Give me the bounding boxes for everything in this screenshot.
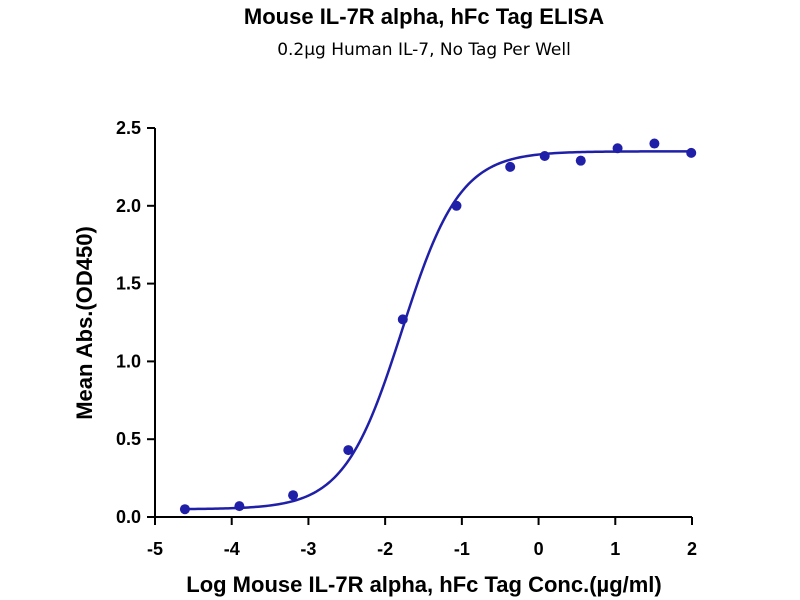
x-tick-label: -4 [224, 539, 240, 559]
data-point [686, 147, 697, 158]
y-tick-label: 1.5 [116, 274, 141, 294]
data-point [575, 155, 586, 166]
x-tick-label: -2 [377, 539, 393, 559]
y-tick-label: 2.0 [116, 196, 141, 216]
data-point [179, 504, 190, 515]
data-point [397, 314, 408, 325]
data-point [234, 501, 245, 512]
x-ticks: -5 -4 -3 -2 -1 0 1 2 [147, 517, 697, 559]
data-point [343, 445, 354, 456]
data-point [505, 161, 516, 172]
x-tick-label: -1 [454, 539, 470, 559]
y-tick-label: 2.5 [116, 118, 141, 138]
data-point [612, 143, 623, 154]
data-point [539, 151, 550, 162]
chart-title: Mouse IL-7R alpha, hFc Tag ELISA [244, 4, 604, 29]
x-tick-label: -5 [147, 539, 163, 559]
data-point [649, 138, 660, 149]
y-axis-label: Mean Abs.(OD450) [72, 226, 97, 420]
fit-curve [184, 150, 692, 511]
x-axis-label: Log Mouse IL-7R alpha, hFc Tag Conc.(µg/… [186, 572, 662, 597]
y-ticks: 0.0 0.5 1.0 1.5 2.0 2.5 [116, 118, 155, 527]
x-tick-label: 2 [687, 539, 697, 559]
x-tick-label: 0 [534, 539, 544, 559]
y-tick-label: 0.0 [116, 507, 141, 527]
data-point [451, 200, 462, 211]
x-tick-label: -3 [300, 539, 316, 559]
plot-area [179, 138, 697, 515]
x-tick-label: 1 [610, 539, 620, 559]
chart-subtitle: 0.2µg Human IL-7, No Tag Per Well [277, 40, 571, 60]
y-tick-label: 1.0 [116, 351, 141, 371]
data-point [288, 490, 299, 501]
y-tick-label: 0.5 [116, 429, 141, 449]
